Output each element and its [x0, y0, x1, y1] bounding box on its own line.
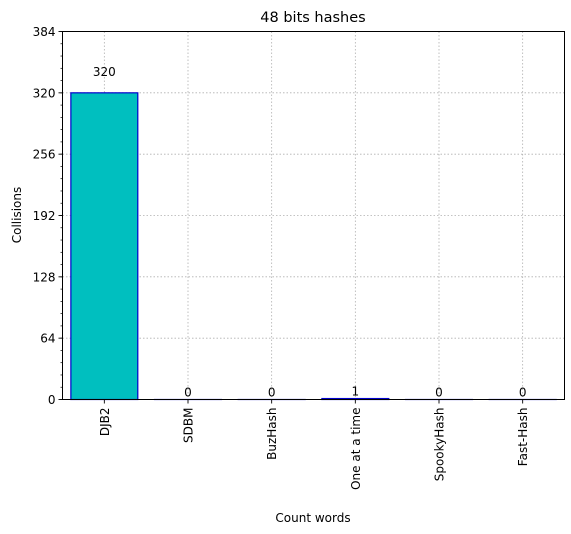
y-tick-label: 256	[33, 148, 56, 162]
bar	[70, 92, 139, 401]
x-tick-label: Fast-Hash	[516, 408, 530, 467]
y-tick-label: 0	[48, 393, 56, 407]
y-tick-label: 128	[33, 270, 56, 284]
data-label: 0	[519, 386, 527, 400]
bars	[70, 92, 557, 401]
data-label: 1	[352, 385, 360, 399]
plot-frame	[62, 31, 565, 400]
data-labels: 320 0 0 1 0 0	[93, 65, 527, 400]
y-ticks: 0 64 128 192 256 320 384	[33, 25, 63, 407]
x-tick-label: One at a time	[349, 408, 363, 490]
y-tick-label: 192	[33, 209, 56, 223]
x-tick-label: BuzHash	[265, 408, 279, 460]
data-label: 0	[184, 386, 192, 400]
y-tick-label: 384	[33, 25, 56, 39]
x-ticks: DJB2 SDBM BuzHash One at a time SpookyHash Fa…	[98, 399, 530, 490]
y-tick-label: 64	[40, 332, 55, 346]
x-axis-label: Count words	[275, 511, 350, 525]
y-axis-label: Collisions	[10, 187, 24, 244]
data-label: 320	[93, 65, 116, 79]
y-tick-label: 320	[33, 86, 56, 100]
x-tick-label: DJB2	[98, 408, 112, 437]
x-tick-label: SDBM	[182, 408, 196, 443]
data-label: 0	[268, 386, 276, 400]
chart-title: 48 bits hashes	[260, 10, 365, 26]
data-label: 0	[435, 386, 443, 400]
x-tick-label: SpookyHash	[433, 408, 447, 482]
